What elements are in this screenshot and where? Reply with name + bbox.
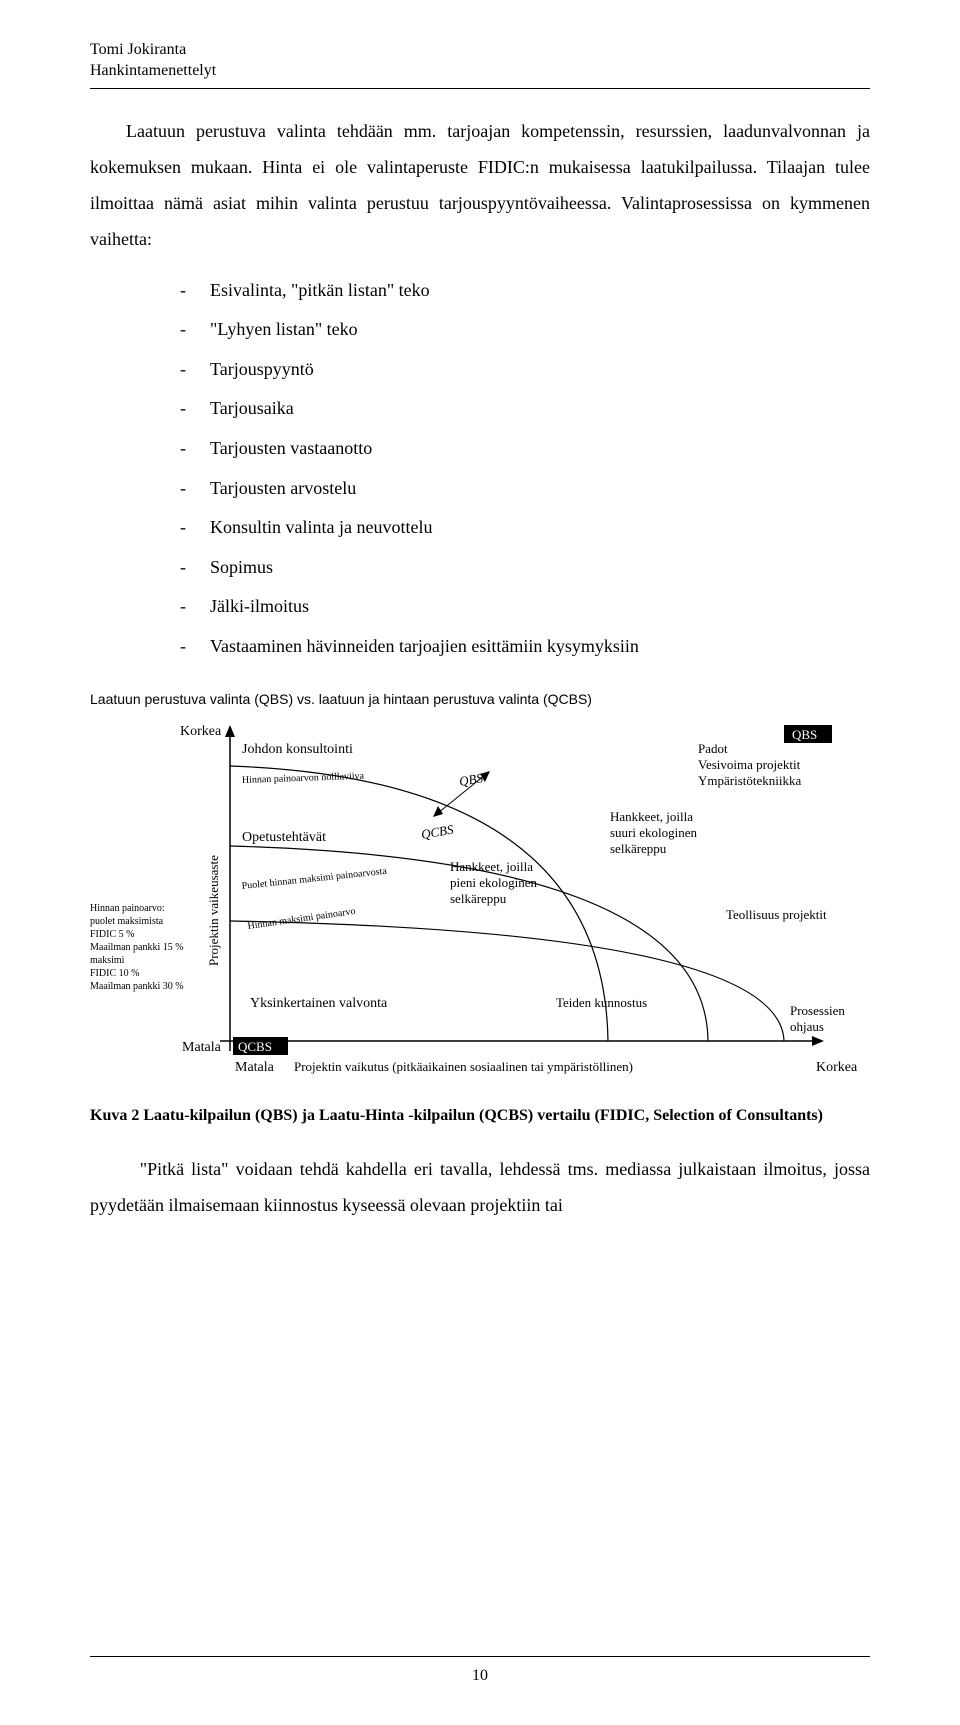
list-item: Esivalinta, "pitkän listan" teko <box>90 271 870 311</box>
page-number: 10 <box>0 1667 960 1685</box>
label-hpn: Hinnan painoarvon nolllaviiva <box>242 770 365 785</box>
qbs-qcbs-diagram: Korkea Matala Matala Korkea Projektin va… <box>90 711 870 1091</box>
y-low-label: Matala <box>182 1040 222 1055</box>
list-item: "Lyhyen listan" teko <box>90 310 870 350</box>
label-teiden: Teiden kunnostus <box>556 995 647 1010</box>
list-item: Jälki-ilmoitus <box>90 587 870 627</box>
label-opetus: Opetustehtävät <box>242 830 326 845</box>
list-item: Konsultin valinta ja neuvottelu <box>90 508 870 548</box>
x-axis-title: Projektin vaikutus (pitkäaikainen sosiaa… <box>294 1059 633 1074</box>
paragraph-2: "Pitkä lista" voidaan tehdä kahdella eri… <box>90 1151 870 1223</box>
list-item: Tarjouspyyntö <box>90 350 870 390</box>
label-yksink: Yksinkertainen valvonta <box>250 996 388 1011</box>
page: Tomi Jokiranta Hankintamenettelyt Laatuu… <box>0 0 960 1725</box>
paragraph-1: Laatuun perustuva valinta tehdään mm. ta… <box>90 113 870 257</box>
label-johdon: Johdon konsultointi <box>242 742 353 757</box>
label-hinnanmax: Hinnan maksimi painoarvo <box>247 905 356 931</box>
header-rule <box>90 88 870 89</box>
doc-title: Hankintamenettelyt <box>90 61 870 82</box>
list-item: Sopimus <box>90 548 870 588</box>
label-hank-pieni: Hankkeet, joilla pieni ekologinen selkär… <box>450 859 540 906</box>
list-item: Tarjousten vastaanotto <box>90 429 870 469</box>
footer-rule <box>90 1656 870 1657</box>
page-header: Tomi Jokiranta Hankintamenettelyt <box>90 40 870 82</box>
label-teoll: Teollisuus projektit <box>726 907 827 922</box>
label-ympar: Ympäristötekniikka <box>698 773 801 788</box>
qcbs-box-label: QCBS <box>238 1039 272 1054</box>
label-vesi: Vesivoima projektit <box>698 757 801 772</box>
author-name: Tomi Jokiranta <box>90 40 870 61</box>
label-hank-suuri: Hankkeet, joilla suuri ekologinen selkär… <box>610 809 700 856</box>
figure-title: Laatuun perustuva valinta (QBS) vs. laat… <box>90 691 870 707</box>
label-padot: Padot <box>698 741 728 756</box>
list-item: Tarjousaika <box>90 389 870 429</box>
label-puolet: Puolet hinnan maksimi painoarvosta <box>241 865 388 891</box>
qbs-line-label: QBS <box>458 769 485 788</box>
figure: Laatuun perustuva valinta (QBS) vs. laat… <box>90 691 870 1091</box>
x-low-label: Matala <box>235 1060 275 1075</box>
y-axis-title: Projektin vaikeusaste <box>206 854 221 965</box>
process-list: Esivalinta, "pitkän listan" teko "Lyhyen… <box>90 271 870 667</box>
x-high-label: Korkea <box>816 1060 858 1075</box>
qbs-box-label: QBS <box>792 727 817 742</box>
label-pros: Prosessien ohjaus <box>790 1003 848 1034</box>
list-item: Vastaaminen hävinneiden tarjoajien esitt… <box>90 627 870 667</box>
qcbs-line-label: QCBS <box>420 821 455 842</box>
list-item: Tarjousten arvostelu <box>90 469 870 509</box>
y-high-label: Korkea <box>180 724 222 739</box>
side-note: Hinnan painoarvo: puolet maksimista FIDI… <box>90 903 186 992</box>
figure-caption: Kuva 2 Laatu-kilpailun (QBS) ja Laatu-Hi… <box>90 1105 870 1127</box>
